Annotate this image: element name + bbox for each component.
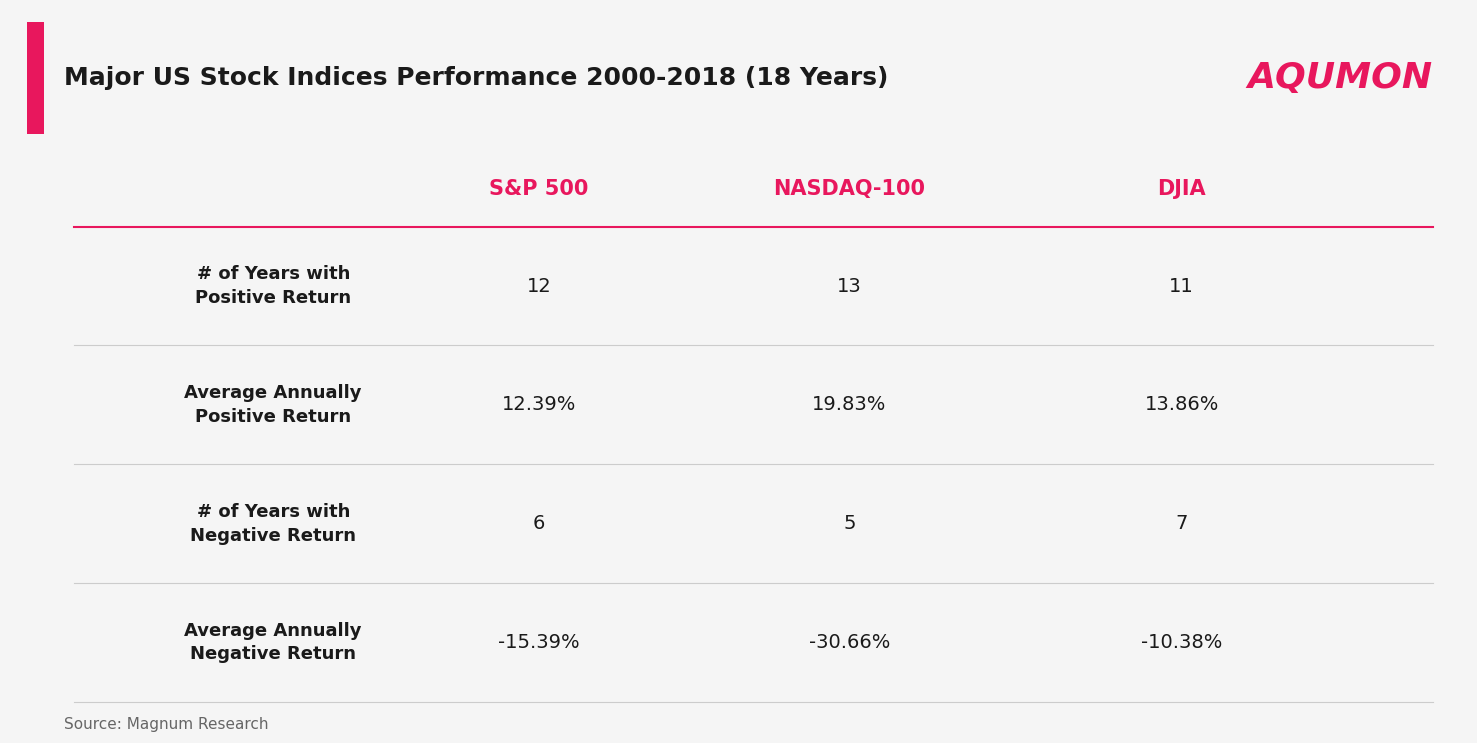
Text: 5: 5	[843, 514, 855, 533]
Text: Major US Stock Indices Performance 2000-2018 (18 Years): Major US Stock Indices Performance 2000-…	[64, 66, 888, 90]
FancyBboxPatch shape	[27, 22, 44, 134]
Text: -15.39%: -15.39%	[498, 633, 580, 652]
Text: Source: Magnum Research: Source: Magnum Research	[64, 717, 267, 732]
Text: 12.39%: 12.39%	[502, 395, 576, 415]
Text: AQUMON: AQUMON	[1248, 61, 1433, 95]
Text: 7: 7	[1176, 514, 1188, 533]
Text: Average Annually
Negative Return: Average Annually Negative Return	[185, 622, 362, 663]
Text: 11: 11	[1170, 276, 1193, 296]
Text: S&P 500: S&P 500	[489, 180, 589, 199]
Text: -10.38%: -10.38%	[1140, 633, 1223, 652]
Text: NASDAQ-100: NASDAQ-100	[774, 180, 925, 199]
Text: 19.83%: 19.83%	[812, 395, 886, 415]
Text: # of Years with
Positive Return: # of Years with Positive Return	[195, 265, 352, 307]
Text: # of Years with
Negative Return: # of Years with Negative Return	[191, 503, 356, 545]
Text: 6: 6	[533, 514, 545, 533]
Text: 12: 12	[527, 276, 551, 296]
Text: DJIA: DJIA	[1158, 180, 1205, 199]
Text: Average Annually
Positive Return: Average Annually Positive Return	[185, 384, 362, 426]
Text: 13.86%: 13.86%	[1145, 395, 1219, 415]
Text: -30.66%: -30.66%	[808, 633, 891, 652]
Text: 13: 13	[837, 276, 861, 296]
